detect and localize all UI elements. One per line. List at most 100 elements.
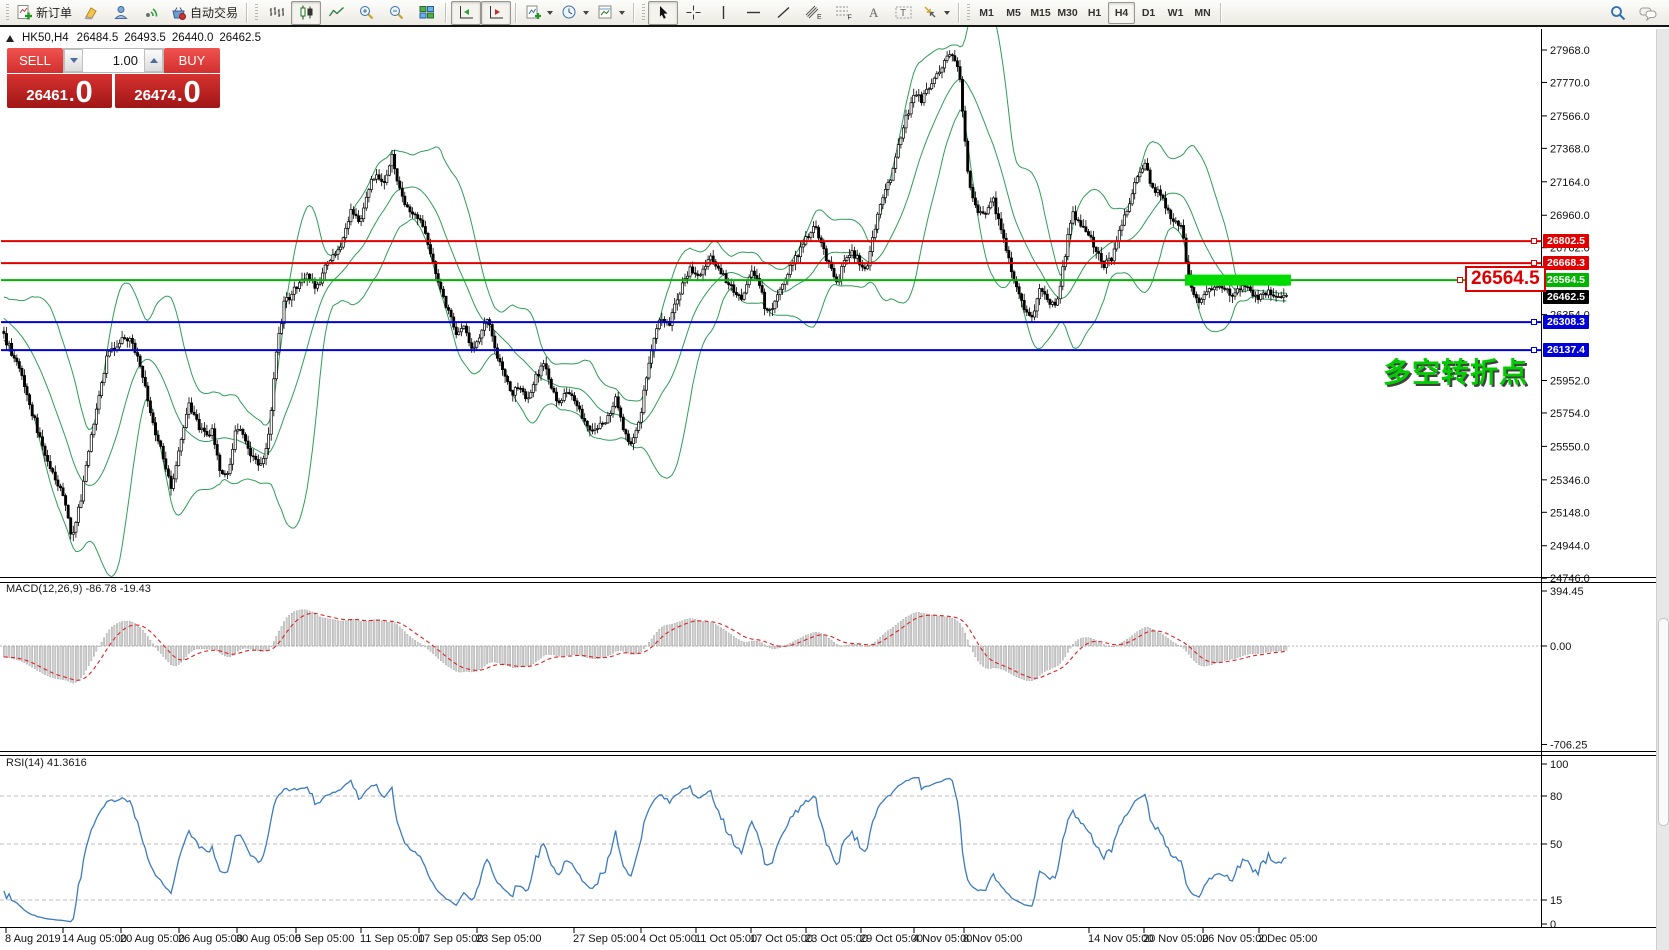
timeframe-button-M30[interactable]: M30 [1057, 6, 1078, 19]
zoom-in-button[interactable] [351, 1, 381, 25]
price-line-label: 26308.3 [1543, 315, 1589, 330]
time-axis-label: 8 Nov 05:00 [963, 933, 1022, 945]
bar-chart-icon [269, 7, 284, 17]
timeframe-button-H4[interactable]: H4 [1108, 1, 1136, 24]
new-order-button[interactable]: 新订单 [12, 1, 76, 25]
auto-scroll-button[interactable] [481, 0, 512, 25]
trendline-button[interactable] [768, 1, 798, 25]
text-button[interactable]: A [858, 1, 888, 25]
toolbar-grip [255, 3, 259, 22]
sell-price[interactable]: 26461 . 0 [7, 74, 112, 108]
text-label-button[interactable]: T [888, 1, 918, 25]
rsi-panel: 100 80 50 15 0 [0, 759, 1568, 931]
price-axis-tick: 24746.0 [1550, 573, 1590, 585]
toolbar-separator [1220, 2, 1223, 23]
profiles-button[interactable] [106, 1, 136, 25]
fibonacci-button[interactable]: F [828, 1, 858, 25]
time-axis-label: 11 Sep 05:00 [360, 933, 425, 945]
search-button[interactable] [1603, 1, 1633, 25]
scrollbar-thumb[interactable] [1658, 618, 1669, 826]
time-axis-label: 27 Sep 05:00 [573, 933, 638, 945]
line-anchor-square [1531, 318, 1537, 325]
time-axis-label: 14 Nov 05:00 [1088, 933, 1153, 945]
price-callout-label[interactable]: 26564.5 [1465, 266, 1546, 292]
low-value: 26440.0 [171, 32, 214, 44]
new-order-label: 新订单 [36, 6, 73, 20]
vertical-scrollbar[interactable] [1656, 29, 1669, 950]
callout-anchor-square [1457, 277, 1463, 283]
timeframe-button-M5[interactable]: M5 [1006, 6, 1021, 19]
candlestick-chart-button[interactable] [291, 0, 322, 25]
cursor-button[interactable] [648, 0, 679, 25]
periods-button[interactable] [557, 1, 593, 25]
rsi-line [3, 777, 1287, 923]
zoom-out-button[interactable] [381, 1, 411, 25]
buy-price[interactable]: 26474 . 0 [115, 74, 220, 108]
price-line-label: 26462.5 [1543, 289, 1589, 304]
equidistant-channel-button[interactable]: E [798, 1, 828, 25]
time-axis-label: 5 Sep 05:00 [295, 933, 354, 945]
autotrading-button[interactable]: 自动交易 [166, 1, 242, 25]
volume-decrease-button[interactable] [64, 49, 83, 72]
cursor-icon [659, 6, 668, 19]
sell-button[interactable]: SELL [7, 48, 63, 73]
horizontal-line-button[interactable] [738, 1, 768, 25]
buy-button[interactable]: BUY [164, 48, 220, 73]
price-line-label: 26802.5 [1543, 234, 1589, 249]
timeframe-button-M15[interactable]: M15 [1030, 6, 1051, 19]
buy-price-frac: 0 [183, 73, 201, 109]
indicators-button[interactable] [521, 1, 557, 25]
timeframe-button-H1[interactable]: H1 [1087, 6, 1102, 19]
text-label-icon: T [895, 6, 912, 19]
turning-point-annotation[interactable]: 多空转折点 [1383, 357, 1529, 388]
timeframe-toolbar: M1 M5 M15 M30 H1 H4 D1 W1 MN [973, 1, 1216, 24]
crosshair-button[interactable] [678, 1, 708, 25]
template-icon [598, 5, 612, 19]
highlight-trend-segment[interactable] [1185, 274, 1291, 286]
time-axis-label: 20 Nov 05:00 [1143, 933, 1208, 945]
timeframe-button-D1[interactable]: D1 [1141, 6, 1156, 19]
highlight-button[interactable] [76, 1, 106, 25]
highlighter-icon [84, 7, 97, 20]
open-value: 26484.5 [76, 32, 119, 44]
arrow-tools-icon [924, 6, 936, 18]
volume-input[interactable]: 1.00 [112, 53, 138, 68]
tile-windows-button[interactable] [411, 1, 441, 25]
timeframe-button-MN[interactable]: MN [1194, 6, 1211, 19]
time-axis-label: 26 Aug 05:00 [178, 933, 243, 945]
time-axis-label: 29 Oct 05:00 [860, 933, 923, 945]
profile-icon [113, 6, 128, 19]
vertical-line-button[interactable] [708, 1, 738, 25]
arrows-button[interactable] [918, 1, 954, 25]
price-axis-tick: 26960.0 [1550, 210, 1590, 222]
svg-text:E: E [817, 14, 822, 21]
templates-button[interactable] [593, 1, 629, 25]
timeframe-button-M1[interactable]: M1 [979, 6, 994, 19]
text-icon: A [869, 5, 879, 20]
chat-icon [1639, 7, 1657, 21]
time-axis-label: 11 Oct 05:00 [695, 933, 757, 945]
equidistant-channel-icon: E [805, 5, 822, 21]
chat-button[interactable] [1633, 1, 1663, 25]
one-click-trading-panel: SELL 1.00 BUY 26461 . 0 26474 . 0 [7, 48, 220, 108]
timeframe-button-W1[interactable]: W1 [1167, 6, 1184, 19]
volume-increase-button[interactable] [144, 49, 163, 72]
macd-signal-line [3, 612, 1287, 681]
price-line-label: 26137.4 [1543, 343, 1589, 358]
auto-scroll-icon [489, 6, 503, 19]
line-chart-icon [328, 6, 344, 17]
rsi-axis-tick: 100 [1550, 759, 1568, 771]
price-axis[interactable]: 27968.0 27770.0 27566.0 27368.0 27164.0 26960… [1542, 45, 1590, 585]
bar-chart-button[interactable] [261, 1, 291, 25]
signal-icon [145, 8, 157, 17]
line-chart-button[interactable] [321, 1, 351, 25]
price-line-label: 26564.5 [1543, 273, 1589, 288]
zoom-in-icon [359, 6, 373, 20]
vertical-line-icon [722, 6, 724, 19]
macd-panel: 394.45 0.00 -706.25 [0, 586, 1587, 752]
signal-button[interactable] [136, 1, 166, 25]
chart-shift-button[interactable] [451, 0, 482, 25]
